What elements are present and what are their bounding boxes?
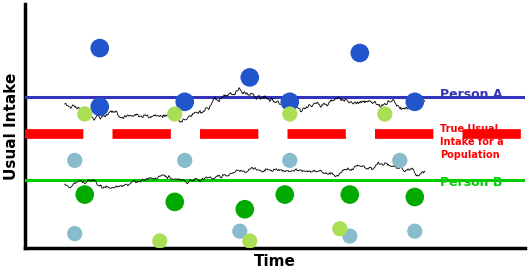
Text: Person B: Person B (440, 176, 502, 189)
Point (380, 112, 389, 116)
Point (245, 239, 254, 243)
Point (70, 232, 79, 236)
Text: True Usual
Intake for a
Population: True Usual Intake for a Population (440, 124, 504, 160)
X-axis label: Time: Time (254, 254, 296, 269)
Point (411, 195, 419, 199)
Point (245, 75, 254, 80)
Point (355, 51, 364, 55)
Point (411, 100, 419, 104)
Point (345, 234, 354, 238)
Point (345, 192, 354, 197)
Y-axis label: Usual Intake: Usual Intake (4, 73, 19, 180)
Point (280, 192, 289, 197)
Point (286, 100, 294, 104)
Point (235, 229, 244, 233)
Point (70, 158, 79, 163)
Point (96, 46, 104, 50)
Point (170, 200, 179, 204)
Point (80, 192, 89, 197)
Point (335, 227, 344, 231)
Point (396, 158, 404, 163)
Point (411, 229, 419, 233)
Point (170, 112, 179, 116)
Text: Person A: Person A (440, 88, 503, 101)
Point (286, 112, 294, 116)
Point (241, 207, 249, 211)
Point (156, 239, 164, 243)
Point (180, 158, 189, 163)
Point (286, 158, 294, 163)
Point (80, 112, 89, 116)
Point (180, 100, 189, 104)
Point (96, 105, 104, 109)
